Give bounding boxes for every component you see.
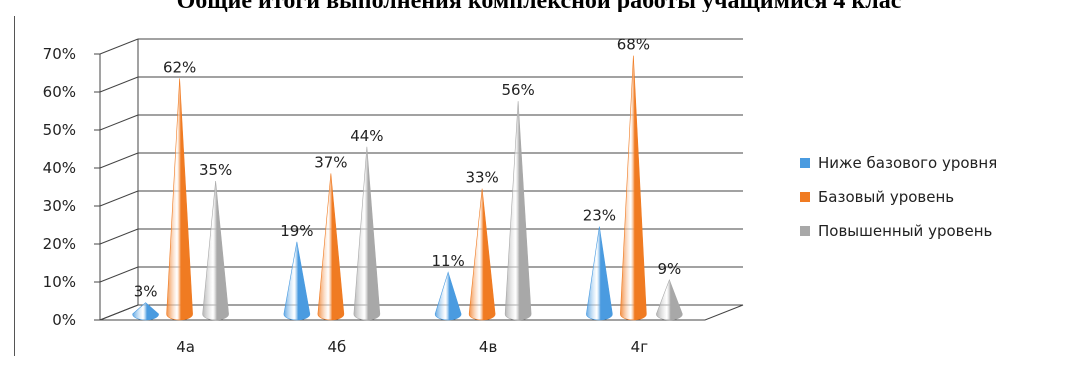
cone-body [283,241,311,321]
data-label: 35% [199,161,232,179]
cone-bar [353,146,381,321]
cone-body [620,55,647,321]
gridline-diag [99,228,139,245]
cone-bar [283,241,311,321]
x-tick-label: 4г [631,338,649,356]
data-label: 9% [657,260,681,278]
cone-body [586,226,613,321]
gridline-diag [99,266,139,283]
data-label: 3% [134,283,158,301]
data-label: 56% [501,81,534,99]
cone-body [166,78,193,321]
data-label: 33% [465,169,498,187]
chart-floor [99,304,744,321]
cone-bar [656,278,683,321]
cone-body [468,188,496,321]
legend-label: Ниже базового уровня [818,154,998,172]
y-tick-label: 40% [43,159,76,177]
cone-body [504,101,532,321]
chart-title: Общие итоги выполнения комплексной работ… [0,0,1078,12]
gridline-diag [99,76,139,93]
gridline-diag [99,38,139,55]
cone-bar [202,180,229,321]
y-tick-label: 30% [43,197,76,215]
cone-body [434,271,462,321]
y-tick-label: 10% [43,273,76,291]
cone-bar [166,78,193,321]
data-label: 23% [583,207,616,225]
legend-item: Базовый уровень [800,180,997,214]
data-label: 11% [431,252,464,270]
cone-bar [132,302,159,321]
cone-bar [317,173,345,321]
data-label: 44% [350,127,383,145]
cone-body [353,146,381,321]
x-tick-label: 4в [479,338,497,356]
cone-bar [468,188,496,321]
chart-frame [14,16,1078,356]
y-tick-label: 20% [43,235,76,253]
x-tick-label: 4б [327,338,346,356]
cone-bar [586,226,613,321]
legend-swatch [800,158,810,168]
data-label: 68% [617,36,650,54]
legend-label: Базовый уровень [818,188,955,206]
cone-body [656,278,683,321]
legend-item: Повышенный уровень [800,214,997,248]
cone-body [132,302,159,321]
y-tick-label: 70% [43,45,76,63]
y-tick-label: 0% [52,311,76,329]
gridline-diag [99,190,139,207]
legend-swatch [800,226,810,236]
gridline-diag [99,152,139,169]
y-tick-label: 50% [43,121,76,139]
data-label: 37% [314,153,347,171]
cone-bar [620,55,647,321]
legend-item: Ниже базового уровня [800,146,997,180]
y-tick-label: 60% [43,83,76,101]
chart-legend: Ниже базового уровня Базовый уровень Пов… [800,146,997,248]
data-label: 19% [280,222,313,240]
cone-bar [504,101,532,321]
legend-label: Повышенный уровень [818,222,993,240]
data-label: 62% [163,58,196,76]
cone-body [317,173,345,321]
legend-swatch [800,192,810,202]
cone-body [202,180,229,321]
cone-bar [434,271,462,321]
x-tick-label: 4а [176,338,195,356]
gridline-diag [99,114,139,131]
